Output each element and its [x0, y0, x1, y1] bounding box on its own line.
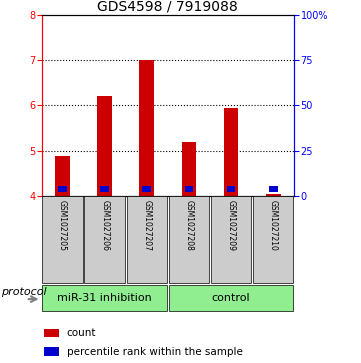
Bar [182, 142, 196, 196]
Bar [227, 185, 235, 192]
Text: GSM1027206: GSM1027206 [100, 200, 109, 250]
Bar [269, 185, 278, 192]
Text: GSM1027207: GSM1027207 [142, 200, 151, 250]
Bar [100, 185, 109, 192]
Bar [42, 285, 167, 311]
Bar [224, 107, 238, 196]
Text: GSM1027205: GSM1027205 [58, 200, 67, 250]
Text: GSM1027208: GSM1027208 [184, 200, 193, 250]
Bar [58, 185, 67, 192]
Bar [253, 196, 293, 283]
Bar [55, 156, 70, 196]
Bar [44, 329, 59, 337]
Bar [139, 60, 154, 196]
Bar [42, 196, 83, 283]
Bar [44, 347, 59, 356]
Bar [169, 285, 293, 311]
Text: miR-31 inhibition: miR-31 inhibition [57, 293, 152, 303]
Text: GSM1027210: GSM1027210 [269, 200, 278, 250]
Bar [84, 196, 125, 283]
Bar [97, 96, 112, 196]
Text: count: count [67, 328, 96, 338]
Text: GSM1027209: GSM1027209 [227, 200, 235, 250]
Bar [127, 196, 167, 283]
Text: control: control [212, 293, 250, 303]
Bar [169, 196, 209, 283]
Title: GDS4598 / 7919088: GDS4598 / 7919088 [97, 0, 238, 13]
Bar [184, 185, 193, 192]
Text: percentile rank within the sample: percentile rank within the sample [67, 347, 243, 357]
Bar [266, 194, 280, 196]
Text: protocol: protocol [1, 287, 47, 297]
Bar [211, 196, 251, 283]
Bar [142, 185, 151, 192]
